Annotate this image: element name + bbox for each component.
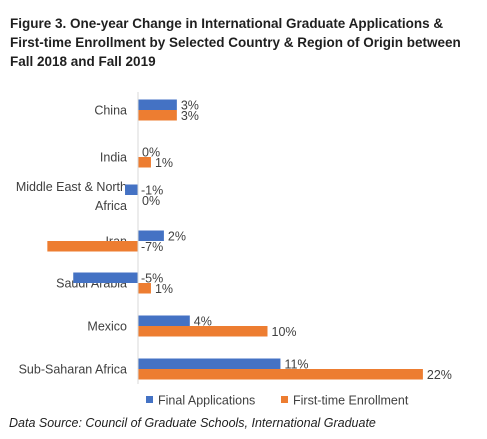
data-label: 0%	[142, 146, 160, 160]
data-label: 4%	[194, 315, 212, 329]
bars	[47, 99, 423, 380]
bar-first-time-enrollment	[138, 110, 177, 121]
bar-first-time-enrollment	[138, 369, 423, 380]
bar-first-time-enrollment	[138, 157, 151, 168]
chart-title: Figure 3. One-year Change in Internation…	[10, 16, 461, 69]
legend-label: Final Applications	[158, 394, 255, 408]
data-source-note: Data Source: Council of Graduate Schools…	[9, 416, 376, 430]
data-label: -7%	[141, 240, 163, 254]
data-label: 0%	[142, 194, 160, 208]
data-label: 1%	[155, 282, 173, 296]
data-label: 2%	[168, 230, 186, 244]
data-label: 3%	[181, 99, 199, 113]
legend-swatch-first-time-enrollment	[281, 396, 288, 403]
category-label: Mexico	[87, 320, 127, 334]
bar-final-applications	[138, 358, 281, 369]
bar-final-applications	[138, 315, 190, 326]
bar-final-applications	[73, 272, 138, 283]
category-label: China	[94, 104, 127, 118]
bar-final-applications	[138, 99, 177, 110]
data-label: 10%	[272, 325, 297, 339]
data-label: 11%	[284, 358, 308, 372]
category-label: Middle East & North Africa	[16, 180, 127, 213]
data-label: 1%	[155, 156, 173, 170]
data-label: -1%	[141, 184, 163, 198]
legend-swatch-final-applications	[146, 396, 153, 403]
data-labels: 3%0%-1%2%-5%4%11%3%1%0%-7%1%10%22%	[141, 99, 452, 383]
bar-first-time-enrollment	[47, 241, 138, 252]
data-label: 3%	[181, 109, 199, 123]
data-label: -5%	[141, 272, 163, 286]
bar-final-applications	[125, 184, 138, 195]
bar-final-applications	[138, 230, 164, 241]
legend-label: First-time Enrollment	[293, 394, 409, 408]
bar-first-time-enrollment	[138, 326, 268, 337]
data-label: 22%	[427, 368, 452, 382]
legend: Final Applications First-time Enrollment	[146, 394, 409, 408]
category-label: Sub-Saharan Africa	[19, 363, 127, 377]
bar-first-time-enrollment	[138, 283, 151, 294]
category-label: India	[100, 151, 127, 165]
